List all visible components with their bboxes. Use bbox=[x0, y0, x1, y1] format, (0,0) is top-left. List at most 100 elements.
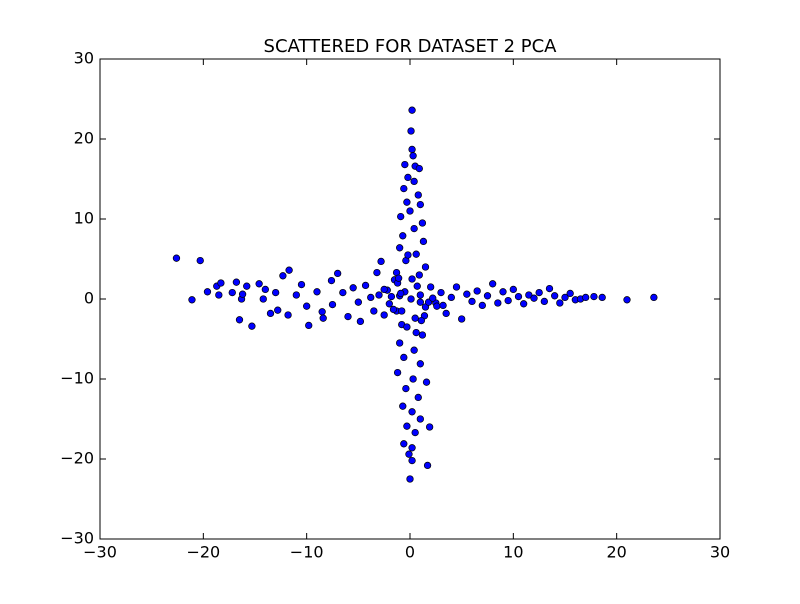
scatter-point bbox=[416, 200, 424, 209]
y-tick-label: −10 bbox=[60, 369, 94, 388]
scatter-point bbox=[520, 300, 528, 308]
y-tick-label: 0 bbox=[84, 289, 94, 308]
scatter-point bbox=[408, 106, 416, 114]
scatter-point bbox=[327, 276, 336, 285]
scatter-point bbox=[425, 423, 434, 431]
scatter-point bbox=[414, 191, 422, 199]
scatter-point bbox=[623, 296, 631, 304]
scatter-point bbox=[418, 331, 427, 339]
scatter-point bbox=[380, 311, 388, 319]
scatter-point bbox=[422, 378, 431, 386]
scatter-point bbox=[339, 288, 347, 297]
scatter-point bbox=[535, 288, 543, 297]
scatter-point bbox=[416, 291, 424, 299]
scatter-point bbox=[439, 301, 447, 310]
scatter-point bbox=[447, 293, 455, 302]
scatter-point bbox=[238, 290, 247, 298]
y-tick-label: 30 bbox=[74, 49, 94, 68]
scatter-point bbox=[334, 269, 342, 278]
scatter-point bbox=[509, 285, 517, 294]
scatter-point bbox=[504, 296, 512, 305]
scatter-point bbox=[442, 309, 450, 318]
scatter-point bbox=[514, 292, 523, 301]
scatter-point bbox=[566, 289, 574, 298]
scatter-point bbox=[405, 450, 413, 458]
scatter-point bbox=[344, 312, 352, 321]
scatter-point bbox=[272, 288, 280, 297]
scatter-point bbox=[266, 309, 275, 318]
x-tick-label: 10 bbox=[503, 543, 523, 562]
scatter-point bbox=[400, 184, 408, 193]
scatter-point bbox=[598, 293, 606, 302]
scatter-point bbox=[255, 280, 263, 288]
scatter-point bbox=[408, 444, 416, 452]
scatter-point bbox=[413, 282, 421, 290]
scatter-point bbox=[403, 323, 411, 331]
scatter-point bbox=[411, 314, 419, 322]
scatter-point bbox=[407, 127, 415, 135]
x-tick-label: −20 bbox=[186, 543, 220, 562]
scatter-point bbox=[458, 315, 466, 323]
scatter-point bbox=[284, 311, 292, 319]
scatter-point bbox=[412, 250, 420, 258]
scatter-point bbox=[409, 152, 417, 160]
scatter-point bbox=[279, 272, 287, 280]
scatter-point bbox=[414, 393, 422, 402]
scatter-point bbox=[404, 251, 412, 259]
scatter-point bbox=[232, 278, 241, 286]
x-tick-label: −10 bbox=[290, 543, 324, 562]
scatter-point bbox=[427, 283, 435, 291]
scatter-point bbox=[356, 317, 365, 326]
scatter-point bbox=[406, 475, 414, 483]
scatter-point bbox=[483, 292, 492, 300]
scatter-point bbox=[416, 360, 424, 368]
scatter-point bbox=[396, 339, 404, 347]
scatter-point bbox=[433, 302, 441, 310]
scatter-point bbox=[399, 232, 407, 240]
scatter-point bbox=[297, 280, 306, 289]
scatter-point bbox=[410, 224, 418, 233]
scatter-point bbox=[410, 346, 418, 354]
scatter-point bbox=[525, 291, 533, 299]
scatter-point bbox=[415, 164, 423, 173]
scatter-point bbox=[235, 316, 244, 324]
scatter-point bbox=[385, 300, 393, 308]
scatter-point bbox=[418, 219, 427, 227]
x-tick-label: 30 bbox=[710, 543, 730, 562]
scatter-point bbox=[303, 302, 311, 310]
scatter-point bbox=[354, 298, 362, 306]
scatter-point bbox=[416, 415, 424, 423]
scatter-point bbox=[556, 299, 564, 307]
scatter-point bbox=[292, 291, 300, 299]
scatter-point bbox=[494, 299, 502, 307]
scatter-point bbox=[403, 198, 411, 206]
scatter-point bbox=[473, 287, 481, 295]
scatter-point bbox=[478, 301, 486, 310]
scatter-point bbox=[650, 293, 658, 302]
scatter-point bbox=[545, 284, 554, 293]
scatter-point bbox=[217, 279, 225, 287]
x-tick-label: 20 bbox=[606, 543, 626, 562]
scatter-point bbox=[402, 384, 410, 393]
scatter-point bbox=[416, 298, 424, 306]
scatter-point bbox=[370, 307, 378, 315]
scatter-point bbox=[243, 282, 251, 290]
scatter-point bbox=[421, 263, 430, 271]
y-tick-label: 20 bbox=[74, 129, 94, 148]
scatter-point bbox=[423, 461, 432, 470]
scatter-point bbox=[406, 207, 414, 215]
scatter-point bbox=[377, 257, 385, 266]
scatter-point bbox=[394, 274, 403, 282]
x-tick-label: −30 bbox=[83, 543, 117, 562]
scatter-point bbox=[387, 292, 396, 301]
x-tick-label: 0 bbox=[405, 543, 415, 562]
scatter-point bbox=[408, 145, 416, 154]
scatter-point bbox=[319, 314, 327, 322]
scatter-point bbox=[285, 266, 293, 274]
scatter-point bbox=[367, 293, 375, 302]
y-tick-label: −20 bbox=[60, 449, 94, 468]
scatter-point bbox=[452, 283, 461, 291]
y-tick-label: −30 bbox=[60, 529, 94, 548]
scatter-point bbox=[215, 291, 223, 299]
